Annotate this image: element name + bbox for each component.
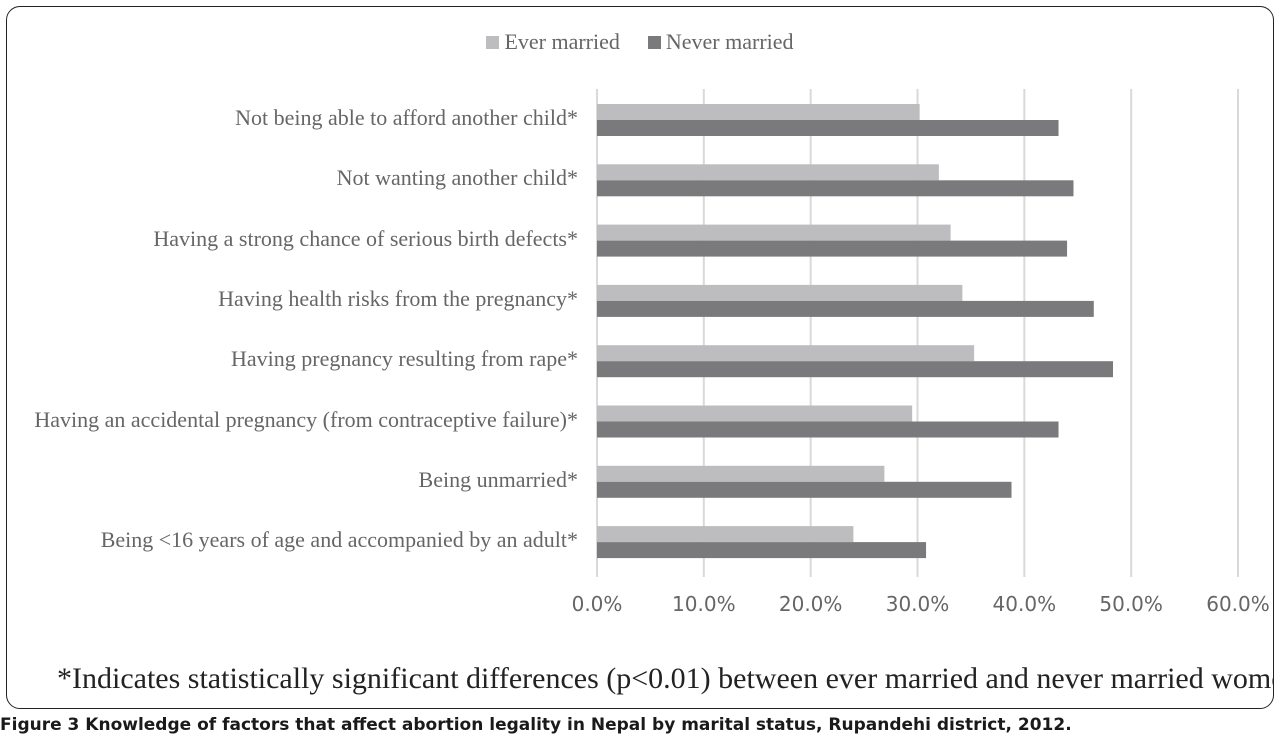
bar-never-married [597, 481, 1012, 498]
x-tick-label: 60.0% [1206, 592, 1270, 616]
x-tick-label: 0.0% [571, 592, 623, 616]
bar-ever-married [597, 345, 975, 362]
bar-ever-married [597, 405, 913, 422]
x-tick-label: 50.0% [1099, 592, 1163, 616]
bar-never-married [597, 421, 1059, 438]
bar-ever-married [597, 104, 920, 120]
legend-item-never-married: Never married [647, 29, 794, 55]
bar-ever-married [597, 284, 963, 301]
chart-legend: Ever married Never married [7, 29, 1273, 55]
bar-never-married [597, 180, 1074, 197]
category-label: Having pregnancy resulting from rape* [231, 346, 578, 372]
x-tick-label: 10.0% [672, 592, 736, 616]
figure-frame: Ever married Never married Not being abl… [6, 6, 1274, 709]
bar-never-married [597, 542, 927, 559]
bar-ever-married [597, 465, 885, 482]
category-label: Not wanting another child* [336, 165, 578, 191]
bar-ever-married [597, 224, 951, 241]
category-label: Having health risks from the pregnancy* [218, 285, 578, 311]
significance-note: *Indicates statistically significant dif… [57, 662, 1274, 695]
category-label: Having a strong chance of serious birth … [153, 225, 578, 251]
legend-item-ever-married: Ever married [486, 29, 620, 55]
bar-ever-married [597, 164, 939, 181]
figure-caption: Figure 3 Knowledge of factors that affec… [0, 715, 1072, 735]
legend-swatch-ever-married [486, 35, 500, 49]
bar-never-married [597, 120, 1059, 136]
bar-never-married [597, 240, 1068, 257]
bar-never-married [597, 300, 1094, 317]
bar-ever-married [597, 526, 854, 543]
bar-chart-plot [596, 89, 1239, 577]
legend-label-never-married: Never married [665, 29, 794, 54]
category-label: Having an accidental pregnancy (from con… [34, 406, 578, 432]
legend-label-ever-married: Ever married [504, 29, 620, 54]
x-tick-label: 30.0% [885, 592, 950, 616]
legend-swatch-never-married [647, 35, 661, 49]
category-label: Being unmarried* [418, 466, 578, 492]
x-tick-label: 20.0% [778, 592, 843, 616]
x-tick-label: 40.0% [992, 592, 1057, 616]
category-label: Not being able to afford another child* [235, 105, 578, 130]
category-label: Being <16 years of age and accompanied b… [100, 527, 578, 553]
bar-never-married [597, 361, 1114, 378]
